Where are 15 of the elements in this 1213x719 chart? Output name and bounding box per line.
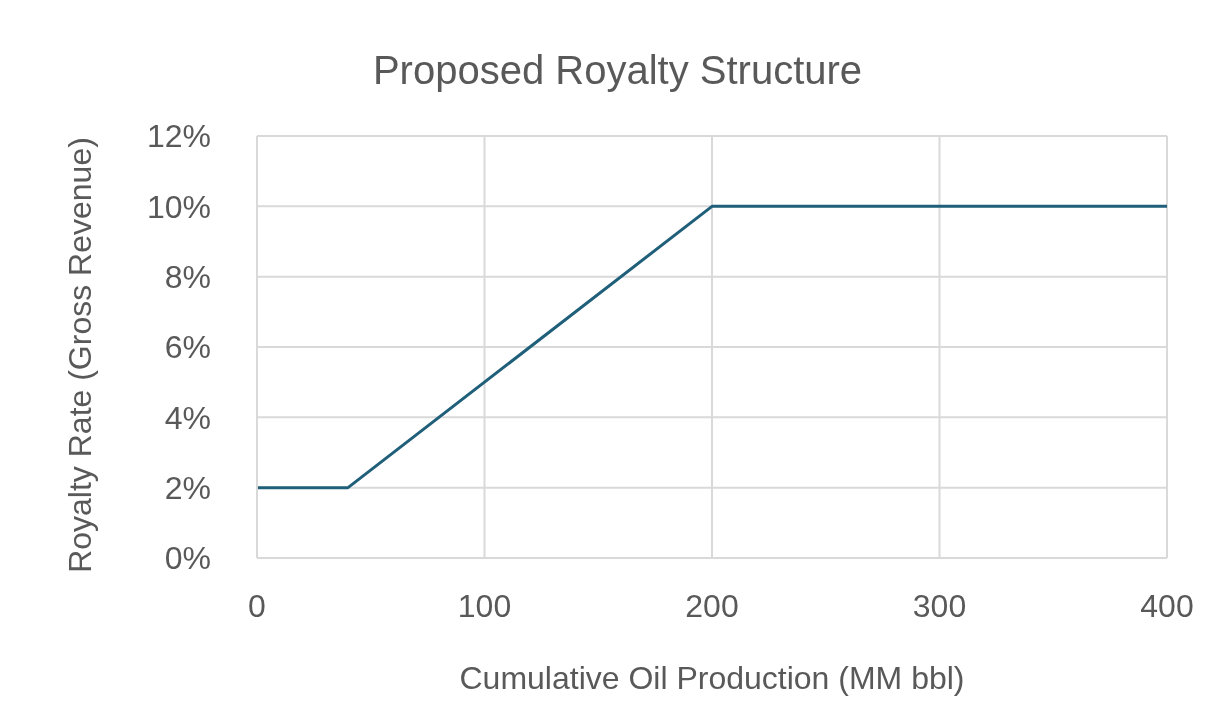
y-tick-label: 2% bbox=[164, 470, 211, 507]
x-tick-label: 400 bbox=[1140, 587, 1194, 624]
y-tick-label: 10% bbox=[146, 188, 211, 225]
y-tick-label: 4% bbox=[164, 399, 211, 436]
y-tick-label: 0% bbox=[164, 540, 211, 577]
y-tick-label: 12% bbox=[146, 118, 211, 155]
x-tick-label: 100 bbox=[457, 587, 512, 624]
chart-title: Proposed Royalty Structure bbox=[371, 48, 864, 93]
x-tick-label: 0 bbox=[248, 587, 266, 624]
y-tick-label: 6% bbox=[164, 329, 211, 366]
x-tick-label: 300 bbox=[912, 587, 967, 624]
y-tick-label: 8% bbox=[164, 259, 211, 296]
y-axis-title: Royalty Rate (Gross Revenue) bbox=[61, 136, 99, 575]
x-axis-title: Cumulative Oil Production (MM bbl) bbox=[458, 660, 966, 697]
x-tick-label: 200 bbox=[685, 587, 739, 624]
